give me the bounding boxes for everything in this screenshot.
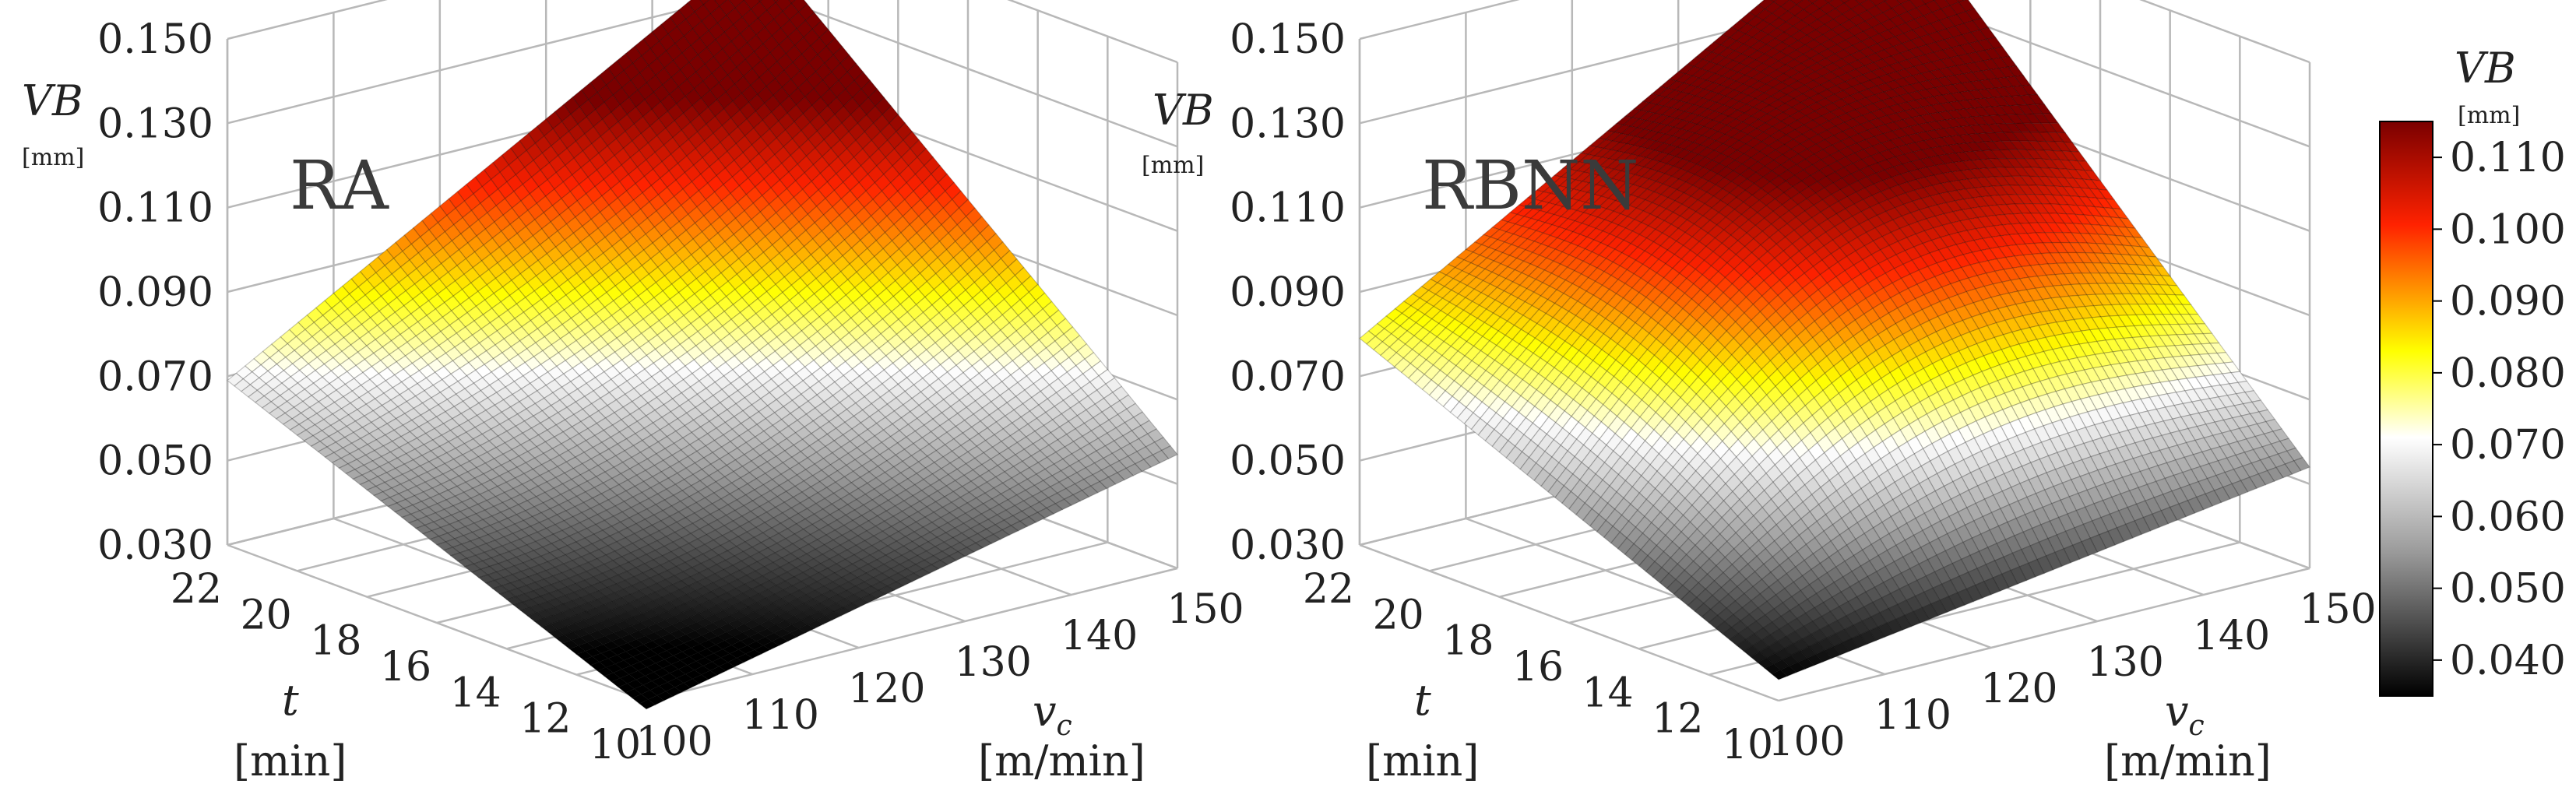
t-tick-label: 22 bbox=[171, 566, 222, 613]
floor-grid-line bbox=[646, 567, 1178, 702]
t-tick-label: 12 bbox=[519, 696, 571, 743]
chart-title-ra: RA bbox=[290, 147, 389, 225]
y-axis-label-ra: vc bbox=[1033, 687, 1072, 742]
v-tick-label: 110 bbox=[742, 692, 819, 739]
v-tick-label: 120 bbox=[848, 666, 925, 712]
z-tick-label: 0.050 bbox=[97, 438, 213, 485]
z-tick-label: 0.150 bbox=[97, 16, 213, 63]
surface-ra bbox=[227, 0, 1178, 710]
z-tick-label: 0.130 bbox=[97, 100, 213, 147]
y-axis-unit-ra: [m/min] bbox=[978, 736, 1145, 786]
surface-cell bbox=[743, 0, 746, 2]
t-tick-label: 10 bbox=[589, 722, 641, 768]
z-axis-label-ra: VB bbox=[22, 76, 83, 125]
surface-cell bbox=[758, 0, 763, 3]
z-tick-label: 0.110 bbox=[97, 185, 213, 232]
t-tick-label: 14 bbox=[450, 670, 501, 716]
y-axis-label-main-ra: v bbox=[1033, 687, 1057, 736]
z-axis-unit-ra: [mm] bbox=[22, 144, 84, 171]
t-tick-label: 18 bbox=[310, 618, 361, 665]
chart-panel-rbnn: 0.1500.1300.1100.0900.0700.0500.03022201… bbox=[1142, 0, 2377, 786]
surface-cell bbox=[699, 0, 710, 5]
v-tick-label: 100 bbox=[635, 719, 713, 765]
floor-grid-line bbox=[227, 543, 647, 702]
surface-rbnn bbox=[1359, 0, 2310, 680]
v-tick-label: 130 bbox=[955, 639, 1032, 686]
t-tick-label: 20 bbox=[241, 592, 292, 638]
x-axis-unit-ra: [min] bbox=[234, 736, 347, 786]
surface-cell bbox=[772, 0, 779, 4]
v-tick-label: 140 bbox=[1061, 613, 1138, 659]
v-tick-label: 150 bbox=[1167, 586, 1244, 633]
x-axis-label-ra: t bbox=[282, 676, 299, 725]
z-tick-label: 0.030 bbox=[97, 522, 213, 569]
z-tick-label: 0.090 bbox=[97, 269, 213, 316]
t-tick-label: 16 bbox=[380, 644, 431, 691]
z-tick-label: 0.070 bbox=[97, 353, 213, 400]
